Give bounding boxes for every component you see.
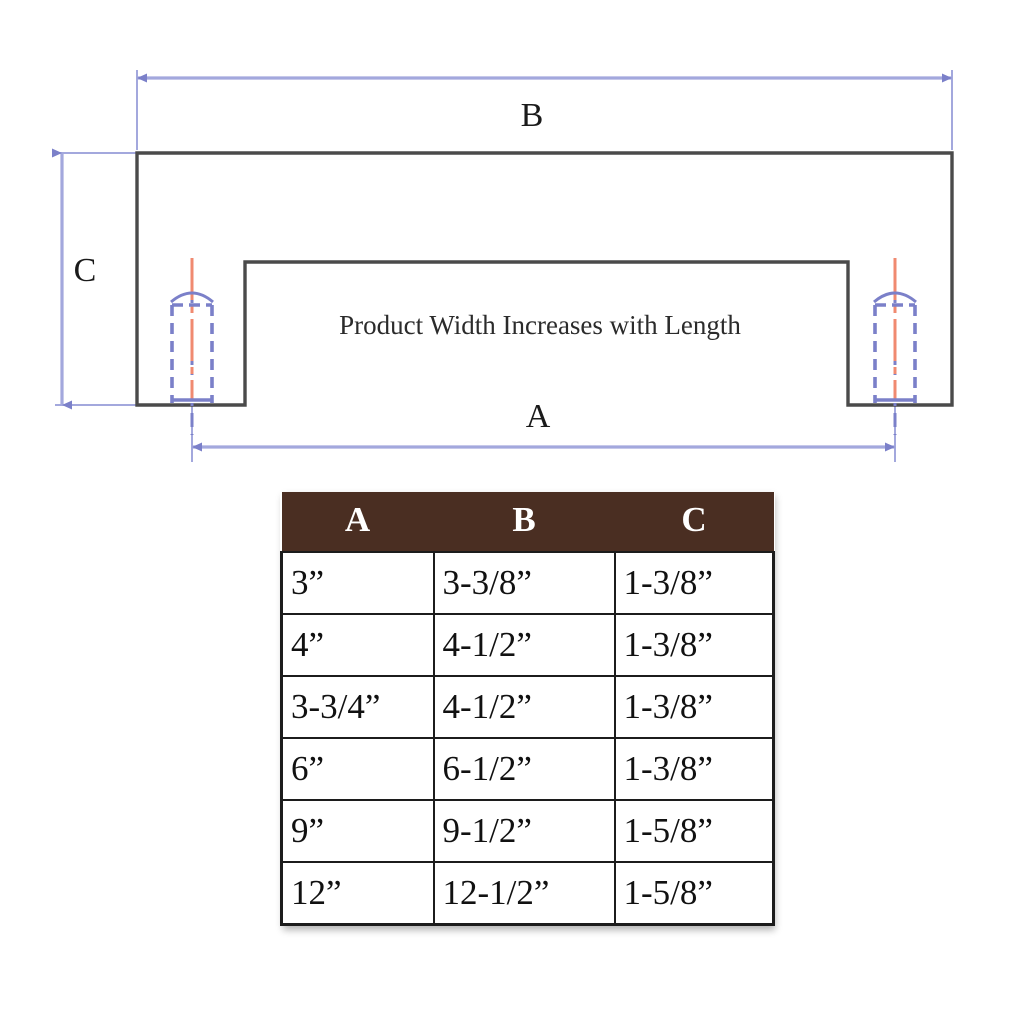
technical-drawing: B C A Product Width Increases with Lengt… [0,0,1035,480]
table-row: 4” 4-1/2” 1-3/8” [280,613,775,677]
cell-c: 1-3/8” [613,737,775,801]
cell-b: 9-1/2” [432,799,616,863]
cell-a: 6” [280,737,435,801]
drawing-canvas: B C A Product Width Increases with Lengt… [52,70,954,462]
post-chamfer-left [170,291,214,304]
dimension-lines [52,73,952,452]
cell-b: 12-1/2” [432,861,616,926]
table-header-row: A B C [281,492,774,552]
table-row: 12” 12-1/2” 1-5/8” [280,861,775,926]
cell-c: 1-3/8” [613,675,775,739]
dimension-label-c: C [74,252,97,289]
table-row: 3-3/4” 4-1/2” 1-3/8” [280,675,775,739]
cell-b: 3-3/8” [432,551,616,615]
product-width-note: Product Width Increases with Length [339,310,741,340]
cell-b: 4-1/2” [432,613,616,677]
dimension-label-a: A [526,398,551,435]
cell-c: 1-5/8” [613,861,775,926]
handle-size-chart: A B C 3” 3-3/8” 1-3/8” 4” 4-1/2” 1-3/8” … [280,492,775,926]
handle-outline [135,151,954,407]
cell-b: 6-1/2” [432,737,616,801]
mounting-post-right [873,258,917,435]
column-header-a: A [281,492,434,552]
cell-c: 1-5/8” [613,799,775,863]
table-body: 3” 3-3/8” 1-3/8” 4” 4-1/2” 1-3/8” 3-3/4”… [280,551,775,926]
table-row: 6” 6-1/2” 1-3/8” [280,737,775,801]
column-header-c: C [614,492,774,552]
table-row: 9” 9-1/2” 1-5/8” [280,799,775,863]
cell-a: 3” [280,551,435,615]
cell-c: 1-3/8” [613,613,775,677]
post-chamfer-right [873,291,917,304]
cell-a: 4” [280,613,435,677]
table-header: A B C [281,492,774,552]
mounting-post-left [170,258,214,435]
dimension-label-b: B [521,97,544,134]
table-row: 3” 3-3/8” 1-3/8” [280,551,775,615]
spec-table-container: A B C 3” 3-3/8” 1-3/8” 4” 4-1/2” 1-3/8” … [280,492,775,926]
cell-b: 4-1/2” [432,675,616,739]
cell-a: 12” [280,861,435,926]
column-header-b: B [433,492,615,552]
cell-a: 3-3/4” [280,675,435,739]
cell-c: 1-3/8” [613,551,775,615]
cell-a: 9” [280,799,435,863]
